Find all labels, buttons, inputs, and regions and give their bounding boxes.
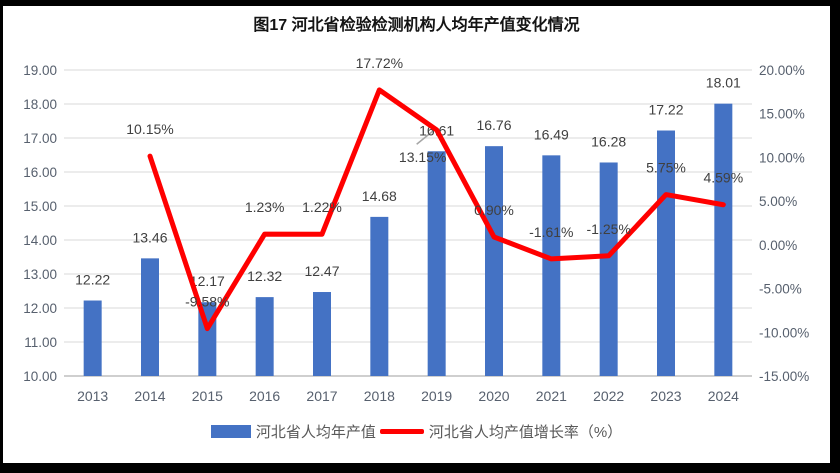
right-axis-tick: 15.00% bbox=[759, 107, 805, 122]
left-axis-tick: 12.00 bbox=[23, 301, 57, 316]
x-axis-label: 2024 bbox=[708, 388, 739, 404]
left-axis-tick: 11.00 bbox=[24, 335, 57, 350]
line-value-label: 17.72% bbox=[356, 55, 403, 71]
label-leader-line bbox=[416, 130, 434, 145]
legend-label-line-series: 河北省人均产值增长率（%） bbox=[428, 424, 623, 441]
left-axis-tick: 13.00 bbox=[23, 267, 57, 282]
line-value-label: 1.22% bbox=[302, 199, 342, 215]
right-axis-tick: 10.00% bbox=[759, 150, 805, 165]
x-axis-label: 2017 bbox=[306, 388, 337, 404]
x-axis-label: 2020 bbox=[478, 388, 509, 404]
line-value-label: 10.15% bbox=[126, 121, 173, 137]
bar-series-swatch-icon bbox=[210, 425, 251, 438]
right-axis-tick: -5.00% bbox=[759, 282, 802, 297]
right-axis-tick: 0.00% bbox=[759, 238, 797, 253]
legend-item-line-series: 河北省人均产值增长率（%） bbox=[379, 421, 623, 442]
chart-canvas: 图17 河北省检验检测机构人均年产值变化情况 10.00 11.00 12.00 13… bbox=[3, 6, 830, 463]
bar-value-label: 12.32 bbox=[247, 268, 282, 284]
left-axis-tick: 10.00 bbox=[23, 369, 57, 384]
combo-chart: 10.00 11.00 12.00 13.00 14.00 15.00 16.00 17.00… bbox=[23, 55, 809, 404]
bar bbox=[599, 162, 618, 376]
left-axis-tick: 16.00 bbox=[23, 165, 57, 180]
bar bbox=[255, 297, 274, 376]
line-value-label: 1.23% bbox=[245, 199, 285, 215]
bar bbox=[714, 103, 733, 376]
right-axis-tick: 5.00% bbox=[759, 194, 797, 209]
line-value-label: -9.58% bbox=[185, 294, 229, 310]
right-axis-tick: -10.00% bbox=[759, 325, 809, 340]
x-axis-label: 2018 bbox=[364, 388, 395, 404]
line-value-label: 0.90% bbox=[474, 202, 514, 218]
line-value-label: 4.59% bbox=[703, 170, 743, 186]
left-axis-tick: 14.00 bbox=[23, 233, 57, 248]
bar-value-label: 16.76 bbox=[476, 117, 511, 133]
bar-value-label: 18.01 bbox=[706, 75, 741, 91]
bar-value-label: 17.22 bbox=[648, 102, 683, 118]
bar-value-label: 13.46 bbox=[132, 229, 167, 245]
line-value-label: -1.61% bbox=[529, 224, 573, 240]
left-axis-tick: 15.00 bbox=[23, 199, 57, 214]
bar bbox=[313, 292, 331, 376]
legend-item-bar-series: 河北省人均年产值 bbox=[210, 421, 376, 442]
growth-rate-line bbox=[147, 87, 726, 332]
bar bbox=[657, 130, 675, 376]
line-value-label: -1.25% bbox=[586, 221, 630, 237]
bar bbox=[141, 258, 159, 376]
line-series-swatch-icon bbox=[379, 429, 424, 434]
bar-value-label: 12.17 bbox=[190, 273, 225, 289]
left-axis-tick: 18.00 bbox=[23, 97, 57, 112]
bar bbox=[427, 151, 446, 376]
bar bbox=[485, 146, 503, 376]
left-axis-tick: 19.00 bbox=[23, 63, 57, 78]
x-axis-label: 2021 bbox=[536, 388, 567, 404]
chart-legend: 河北省人均年产值 河北省人均产值增长率（%） bbox=[3, 421, 830, 442]
x-axis-label: 2019 bbox=[421, 388, 452, 404]
x-axis-label: 2023 bbox=[650, 388, 681, 404]
legend-label-bar-series: 河北省人均年产值 bbox=[255, 424, 376, 441]
x-axis-label: 2022 bbox=[593, 388, 624, 404]
left-axis-tick: 17.00 bbox=[23, 131, 57, 146]
bar-value-label: 16.28 bbox=[591, 133, 626, 149]
bar bbox=[83, 300, 102, 376]
bar-value-label: 12.22 bbox=[75, 272, 110, 288]
bar-value-label: 16.49 bbox=[534, 126, 569, 142]
bar bbox=[542, 155, 561, 376]
right-axis-tick: -15.00% bbox=[759, 369, 809, 384]
bar-value-label: 12.47 bbox=[304, 263, 339, 279]
line-value-label: 5.75% bbox=[646, 160, 686, 176]
chart-title: 图17 河北省检验检测机构人均年产值变化情况 bbox=[253, 17, 580, 34]
x-axis-label: 2015 bbox=[192, 388, 223, 404]
bar-value-label: 14.68 bbox=[362, 188, 397, 204]
right-axis-tick: 20.00% bbox=[759, 63, 805, 78]
x-axis-label: 2016 bbox=[249, 388, 280, 404]
x-axis-label: 2013 bbox=[77, 388, 108, 404]
bar bbox=[370, 216, 389, 376]
line-value-label: 13.15% bbox=[399, 149, 446, 165]
x-axis-label: 2014 bbox=[134, 388, 165, 404]
